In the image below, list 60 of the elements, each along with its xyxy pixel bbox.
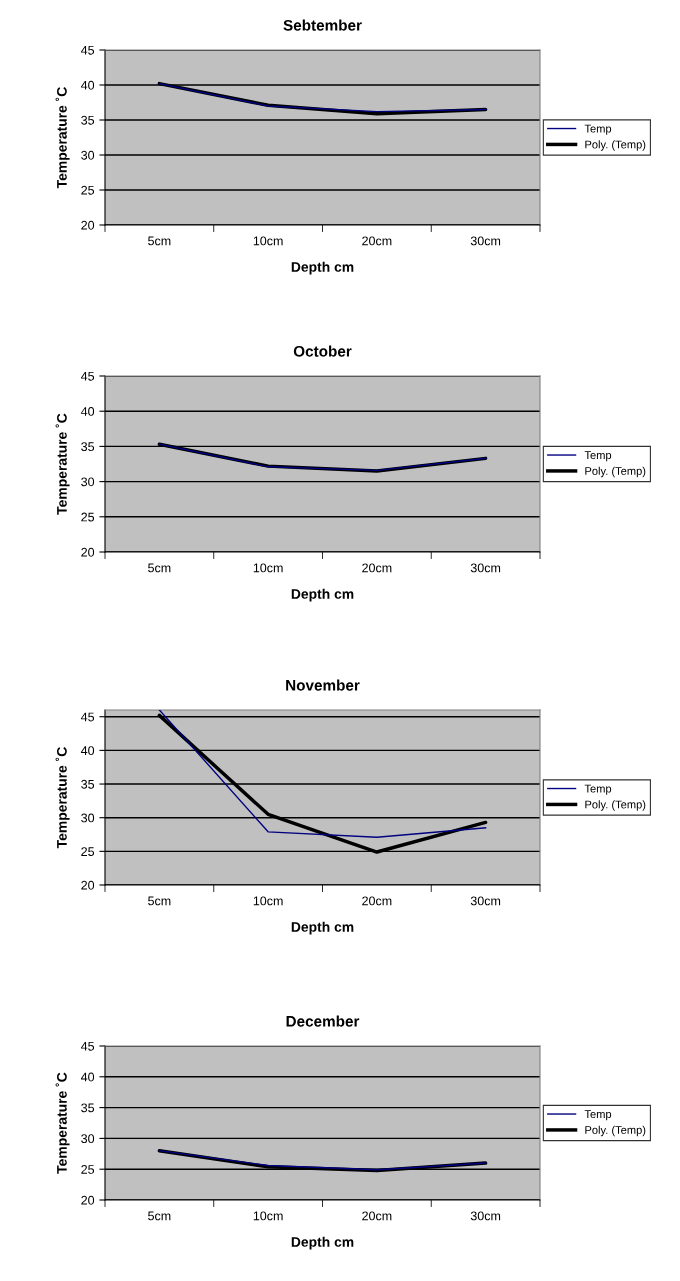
y-tick-label: 40 (80, 746, 95, 756)
x-axis-title: Depth cm (291, 261, 354, 275)
y-axis-title: Temperature ˚C (55, 747, 70, 849)
legend-label: Temp (584, 124, 612, 135)
y-axis-title: Temperature ˚C (55, 1072, 70, 1174)
x-tick-label: 30cm (470, 563, 501, 573)
y-tick-label: 25 (81, 185, 95, 195)
y-tick-label: 35 (81, 442, 95, 452)
x-tick-label: 5cm (148, 896, 171, 906)
legend-label: Temp (584, 784, 612, 795)
y-tick-label: 20 (81, 1195, 95, 1205)
x-tick-label: 30cm (470, 236, 501, 246)
y-tick-label: 45 (80, 1041, 95, 1051)
legend-label: Poly. (Temp) (585, 466, 646, 478)
legend-label: Temp (584, 451, 612, 462)
x-tick-label: 30cm (470, 896, 501, 906)
legend-label: Poly. (Temp) (585, 140, 646, 151)
y-tick-label: 35 (81, 115, 95, 125)
chart-title: October (293, 345, 352, 357)
x-tick-label: 20cm (362, 236, 392, 246)
x-axis-title: Depth cm (291, 588, 354, 602)
y-tick-label: 30 (81, 813, 95, 823)
x-tick-label: 10cm (253, 563, 283, 573)
y-axis-title: Temperature ˚C (55, 87, 70, 189)
x-tick-label: 20cm (362, 563, 392, 573)
x-tick-label: 5cm (148, 236, 171, 246)
y-tick-label: 25 (81, 1165, 95, 1174)
chart-title: Sebtember (283, 19, 362, 31)
x-tick-label: 30cm (470, 1211, 501, 1221)
legend-label: Poly. (Temp) (585, 800, 646, 811)
x-tick-label: 5cm (148, 563, 171, 573)
y-tick-label: 20 (81, 880, 95, 890)
y-tick-label: 45 (80, 45, 95, 55)
y-tick-label: 35 (81, 1103, 95, 1113)
x-tick-label: 10cm (253, 236, 283, 246)
y-tick-label: 40 (80, 1072, 95, 1082)
legend-label: Poly. (Temp) (585, 1125, 646, 1137)
x-tick-label: 10cm (253, 896, 283, 906)
x-tick-label: 20cm (362, 896, 392, 906)
x-axis-title: Depth cm (291, 1236, 354, 1250)
y-tick-label: 30 (81, 150, 95, 160)
x-axis-title: Depth cm (291, 921, 354, 935)
y-tick-label: 40 (80, 407, 95, 416)
y-tick-label: 30 (81, 1134, 95, 1144)
chart-title: November (286, 679, 360, 691)
legend-label: Temp (584, 1110, 612, 1121)
y-tick-label: 30 (81, 477, 95, 487)
y-tick-label: 35 (81, 779, 95, 789)
y-tick-label: 45 (80, 371, 95, 381)
x-tick-label: 5cm (148, 1211, 171, 1221)
y-tick-label: 40 (80, 80, 95, 90)
y-tick-label: 45 (80, 712, 95, 722)
x-tick-label: 20cm (362, 1211, 392, 1221)
chart-title: December (286, 1015, 360, 1027)
y-axis-title: Temperature ˚C (55, 413, 70, 515)
y-tick-label: 20 (81, 547, 95, 557)
y-tick-label: 20 (81, 220, 95, 230)
y-tick-label: 25 (81, 512, 95, 522)
y-tick-label: 25 (81, 847, 95, 856)
x-tick-label: 10cm (253, 1211, 283, 1221)
